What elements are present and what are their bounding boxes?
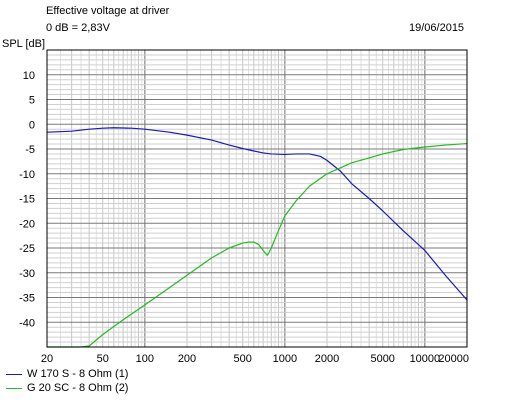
y-tick-label: -35	[19, 293, 35, 305]
legend-label-1: W 170 S - 8 Ohm (1)	[27, 368, 129, 380]
x-tick-label: 2000	[315, 353, 339, 365]
grid	[46, 50, 468, 347]
legend-swatch-1	[6, 373, 22, 375]
x-tick-label: 10000	[410, 353, 441, 365]
legend-label-2: G 20 SC - 8 Ohm (2)	[27, 382, 129, 394]
x-tick-label: 200	[178, 353, 196, 365]
y-tick-label: -10	[19, 169, 35, 181]
date-label: 19/06/2015	[409, 22, 465, 34]
y-tick-label: 5	[29, 95, 35, 107]
x-tick-label: 500	[234, 353, 252, 365]
y-tick-label: -30	[19, 268, 35, 280]
x-tick-label: 5000	[370, 353, 394, 365]
x-tick-label: 100	[136, 353, 154, 365]
x-tick-label: 1000	[273, 353, 297, 365]
reference-note: 0 dB = 2,83V	[46, 22, 110, 34]
y-tick-label: -5	[25, 144, 35, 156]
y-tick-label: 0	[29, 119, 35, 131]
y-tick-labels: 10 5 0 -5 -10 -15 -20 -25 -30 -35 -40	[19, 70, 35, 330]
y-tick-label: -25	[19, 243, 35, 255]
x-tick-label: 50	[97, 353, 109, 365]
legend-item-1: W 170 S - 8 Ohm (1)	[6, 368, 128, 381]
series-line-1	[46, 127, 468, 301]
y-tick-label: -40	[19, 317, 35, 329]
legend-item-2: G 20 SC - 8 Ohm (2)	[6, 382, 128, 395]
x-tick-label: 20000	[438, 353, 469, 365]
y-axis-label: SPL [dB]	[2, 38, 46, 50]
y-tick-label: 10	[23, 70, 35, 82]
chart-title: Effective voltage at driver	[46, 5, 170, 17]
series-line-2	[47, 142, 468, 348]
y-tick-label: -20	[19, 218, 35, 230]
series-group	[46, 127, 468, 348]
x-tick-label: 20	[41, 353, 53, 365]
plot-frame	[46, 49, 468, 348]
y-tick-label: -15	[19, 194, 35, 206]
legend-swatch-2	[6, 387, 22, 389]
